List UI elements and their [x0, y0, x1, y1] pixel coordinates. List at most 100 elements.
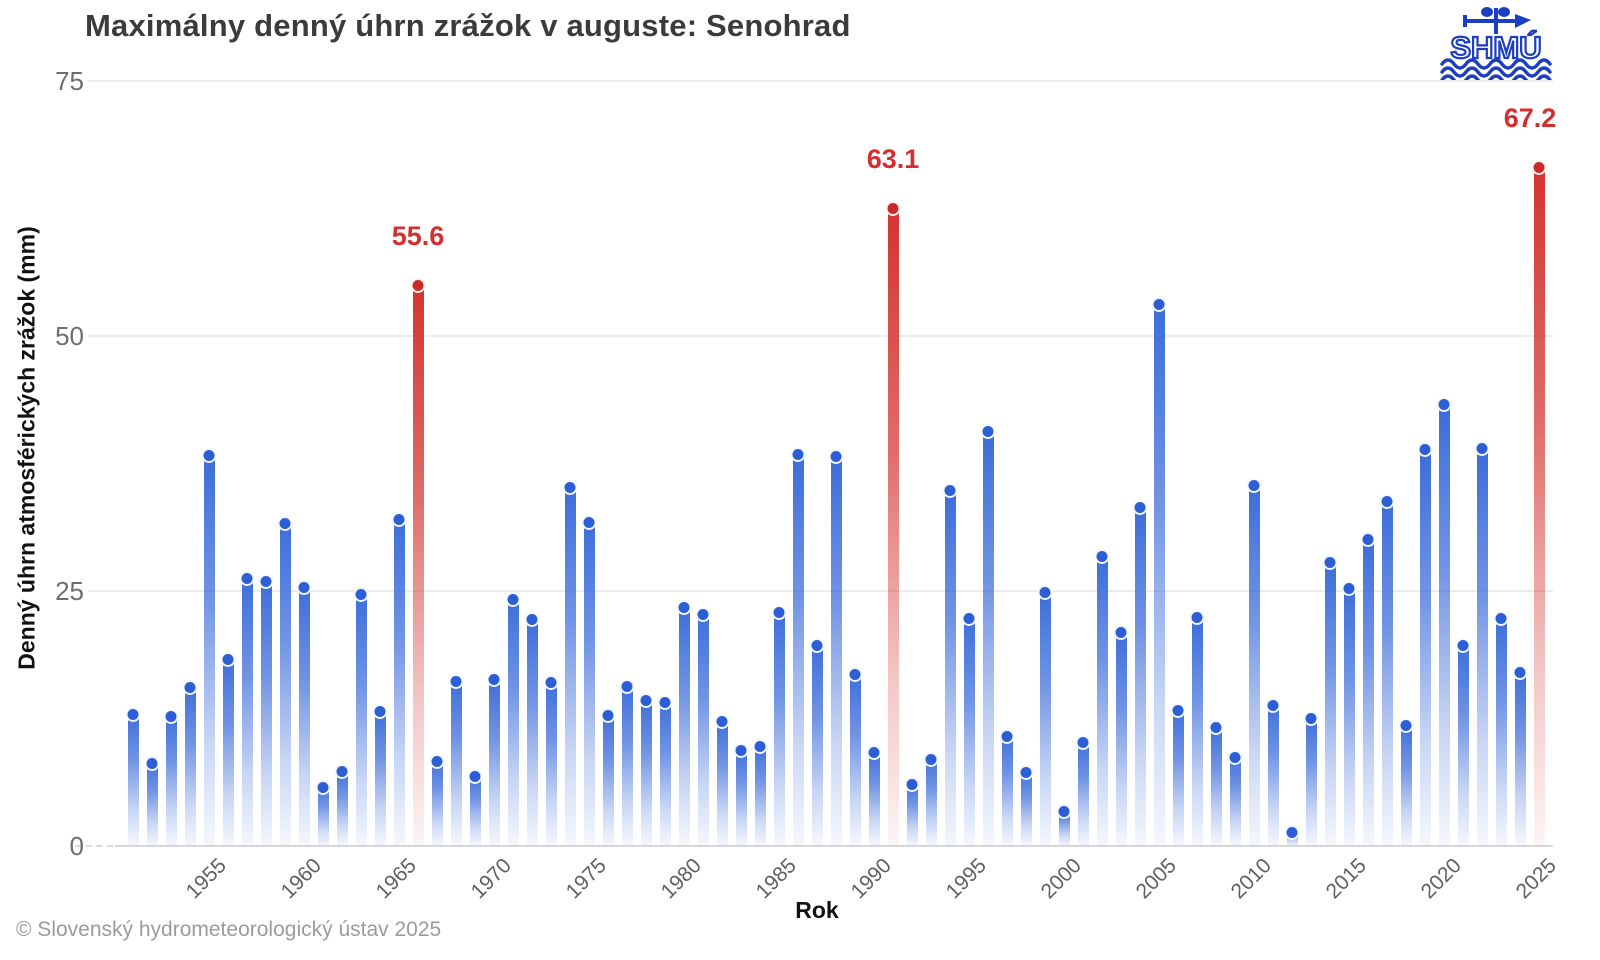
bar-1961: [315, 779, 331, 846]
x-tick-label-2000: 2000: [1036, 854, 1087, 904]
bar-dot-1967: [429, 754, 445, 770]
bar-1960: [296, 579, 312, 846]
x-tick-label-1975: 1975: [561, 854, 612, 904]
bar-dot-2024: [1512, 665, 1528, 681]
bar-1966: [410, 277, 426, 846]
bar-2016: [1360, 531, 1376, 846]
bar-2001: [1075, 734, 1091, 846]
bar-1956: [220, 652, 236, 846]
bar-dot-1996: [980, 423, 996, 439]
bar-2004: [1132, 500, 1148, 846]
bar-2021: [1455, 637, 1471, 846]
bar-dot-1957: [239, 570, 255, 586]
x-tick-label-1995: 1995: [941, 854, 992, 904]
bar-dot-1994: [942, 482, 958, 498]
bar-1992: [904, 776, 920, 846]
bar-dot-1959: [277, 515, 293, 531]
bar-dot-1976: [600, 708, 616, 724]
bar-1953: [163, 709, 179, 846]
chart-title: Maximálny denný úhrn zrážok v auguste: S…: [85, 8, 851, 43]
bar-1976: [600, 708, 616, 846]
gridline-0: [115, 845, 1553, 847]
bar-2002: [1094, 549, 1110, 846]
bar-1975: [581, 514, 597, 846]
bar-dot-1999: [1037, 584, 1053, 600]
bar-2005: [1151, 297, 1167, 846]
bar-dot-1992: [904, 776, 920, 792]
x-tick-label-1955: 1955: [181, 854, 232, 904]
x-tick-label-2005: 2005: [1131, 854, 1182, 904]
bar-dot-1981: [695, 607, 711, 623]
bar-dot-1982: [714, 714, 730, 730]
y-tick-label-75: 75: [55, 66, 84, 96]
bar-dot-1987: [809, 637, 825, 653]
bar-2010: [1246, 477, 1262, 846]
bar-1957: [239, 570, 255, 846]
bar-1955: [201, 448, 217, 846]
bar-1978: [638, 693, 654, 846]
peak-value-label-1991: 63.1: [866, 144, 920, 175]
bar-dot-2012: [1284, 824, 1300, 840]
bar-dot-1962: [334, 764, 350, 780]
bar-1980: [676, 600, 692, 846]
bar-1993: [923, 752, 939, 846]
bar-dot-2005: [1151, 297, 1167, 313]
bar-1989: [847, 666, 863, 846]
y-tick-label-50: 50: [55, 321, 84, 351]
bar-dot-1961: [315, 779, 331, 795]
bar-dot-1993: [923, 752, 939, 768]
bar-dot-2008: [1208, 719, 1224, 735]
bar-1988: [828, 449, 844, 846]
bar-1991: [885, 201, 901, 846]
bar-2003: [1113, 624, 1129, 846]
bar-1958: [258, 573, 274, 846]
copyright-note: © Slovenský hydrometeorologický ústav 20…: [16, 918, 442, 941]
bar-1964: [372, 704, 388, 846]
bar-1990: [866, 745, 882, 846]
bar-dot-1988: [828, 449, 844, 465]
peak-value-label-1966: 55.6: [391, 220, 445, 251]
peak-value-label-2025: 67.2: [1503, 102, 1557, 133]
bar-1967: [429, 754, 445, 846]
bar-1979: [657, 695, 673, 846]
bar-1982: [714, 714, 730, 846]
bar-dot-1951: [125, 707, 141, 723]
bar-dot-1980: [676, 600, 692, 616]
bar-1983: [733, 743, 749, 846]
bar-dot-2013: [1303, 711, 1319, 727]
bar-dot-2022: [1474, 441, 1490, 457]
x-tick-label-2020: 2020: [1416, 854, 1467, 904]
gridline-75: [88, 80, 1553, 82]
bar-dot-1969: [467, 768, 483, 784]
bar-2025: [1531, 159, 1547, 846]
shmu-logo: SHMÚ: [1437, 6, 1555, 87]
bar-2000: [1056, 804, 1072, 846]
bar-dot-2007: [1189, 610, 1205, 626]
bar-1999: [1037, 584, 1053, 846]
bar-1973: [543, 674, 559, 846]
bar-dot-1985: [771, 605, 787, 621]
bar-dot-1956: [220, 652, 236, 668]
bar-dot-1977: [619, 678, 635, 694]
shmu-logo-graphic: SHMÚ: [1440, 7, 1552, 86]
bar-dot-1963: [353, 586, 369, 602]
bar-dot-1986: [790, 447, 806, 463]
bar-2018: [1398, 717, 1414, 846]
bar-dot-1971: [505, 592, 521, 608]
bar-1972: [524, 612, 540, 846]
bar-dot-2006: [1170, 703, 1186, 719]
bar-1952: [144, 756, 160, 846]
bar-dot-2003: [1113, 624, 1129, 640]
bar-dot-1964: [372, 704, 388, 720]
bar-dot-1968: [448, 673, 464, 689]
bar-dot-2016: [1360, 531, 1376, 547]
bar-dot-2002: [1094, 549, 1110, 565]
bar-dot-1984: [752, 738, 768, 754]
bar-1998: [1018, 765, 1034, 846]
x-tick-label-1970: 1970: [466, 854, 517, 904]
bar-dot-2009: [1227, 750, 1243, 766]
bar-dot-1991: [885, 201, 901, 217]
bar-dot-2011: [1265, 698, 1281, 714]
bar-dot-2015: [1341, 580, 1357, 596]
